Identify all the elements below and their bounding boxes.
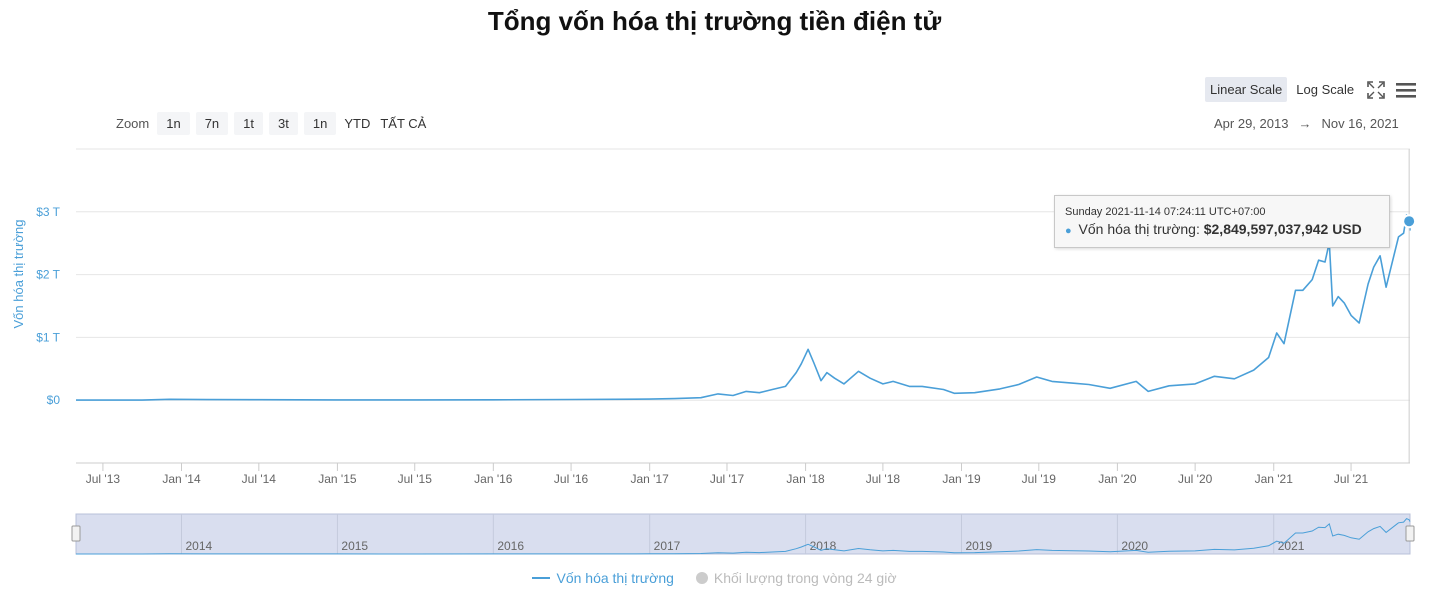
hamburger-menu-icon[interactable]	[1393, 78, 1419, 102]
range-from-input[interactable]: Apr 29, 2013	[1214, 116, 1289, 131]
x-tick-label: Jul '21	[1334, 472, 1369, 486]
x-tick-label: Jul '16	[554, 472, 589, 486]
navigator-tick-label: 2020	[1121, 539, 1148, 553]
y-tick-label: $0	[47, 393, 61, 407]
log-scale-button[interactable]: Log Scale	[1296, 82, 1355, 97]
scale-toolbar: Linear Scale Log Scale	[1205, 77, 1419, 102]
series-line-market-cap	[76, 214, 1411, 401]
tooltip-series-label: Vốn hóa thị trường:	[1078, 221, 1200, 237]
x-tick-label: Jul '20	[1178, 472, 1213, 486]
tooltip-date: Sunday 2021-11-14 07:24:11 UTC+07:00	[1065, 206, 1266, 218]
x-tick-label: Jan '14	[162, 472, 201, 486]
y-axis-label: Vốn hóa thị trường	[11, 219, 26, 328]
highlighted-point	[1402, 214, 1417, 229]
zoom-7-day-button[interactable]: 7n	[195, 112, 229, 135]
zoom-1-year-button[interactable]: 1n	[303, 112, 337, 135]
legend-label-market-cap: Vốn hóa thị trường	[556, 570, 674, 586]
x-tick-label: Jan '18	[786, 472, 825, 486]
x-tick-label: Jul '19	[1022, 472, 1057, 486]
navigator[interactable]: 2014 2015 2016 2017 2018 2019 2020 2021	[71, 513, 1415, 555]
navigator-tick-label: 2016	[497, 539, 524, 553]
linear-scale-button[interactable]: Linear Scale	[1205, 77, 1288, 102]
navigator-tick-label: 2019	[965, 539, 992, 553]
navigator-tick-label: 2015	[341, 539, 368, 553]
y-tick-label: $1 T	[36, 330, 60, 344]
x-tick-label: Jul '18	[866, 472, 901, 486]
legend: Vốn hóa thị trường Khối lượng trong vòng…	[0, 570, 1429, 586]
navigator-tick-label: 2021	[1278, 539, 1305, 553]
legend-item-market-cap[interactable]: Vốn hóa thị trường	[532, 570, 674, 586]
legend-item-volume[interactable]: Khối lượng trong vòng 24 giờ	[695, 570, 897, 586]
zoom-label: Zoom	[116, 116, 150, 131]
series-layer	[76, 149, 1417, 463]
tooltip-value: $2,849,597,037,942 USD	[1203, 221, 1362, 237]
fullscreen-icon[interactable]	[1363, 78, 1389, 102]
y-tick-label: $3 T	[36, 205, 60, 219]
zoom-toolbar: Zoom 1n 7n 1t 3t 1n YTD TẤT CẢ	[116, 112, 428, 135]
zoom-3-month-button[interactable]: 3t	[269, 112, 298, 135]
zoom-all-button[interactable]: TẤT CẢ	[380, 116, 427, 131]
x-tick-label: Jul '13	[86, 472, 121, 486]
navigator-selection	[75, 513, 1411, 555]
navigator-tick-label: 2014	[186, 539, 213, 553]
grid-layer	[76, 148, 1410, 464]
tooltip: Sunday 2021-11-14 07:24:11 UTC+07:00 ● V…	[1054, 195, 1390, 248]
x-tick-label: Jan '17	[631, 472, 670, 486]
date-range: Apr 29, 2013 → Nov 16, 2021	[1214, 116, 1399, 131]
x-tick-label: Jan '15	[318, 472, 357, 486]
zoom-1-month-button[interactable]: 1t	[234, 112, 264, 135]
y-axis-ticks: $0 $1 T $2 T $3 T	[36, 205, 60, 407]
x-tick-label: Jan '20	[1098, 472, 1137, 486]
legend-label-volume: Khối lượng trong vòng 24 giờ	[713, 570, 897, 586]
x-axis-ticks: Jul '13 Jan '14 Jul '14 Jan '15 Jul '15 Jan '…	[86, 463, 1369, 486]
navigator-handle[interactable]	[1405, 525, 1415, 542]
navigator-tick-label: 2017	[654, 539, 681, 553]
navigator-tick-label: 2018	[810, 539, 837, 553]
navigator-series-line	[76, 517, 1411, 555]
x-tick-label: Jul '15	[398, 472, 433, 486]
x-tick-label: Jan '19	[942, 472, 981, 486]
zoom-ytd-button[interactable]: YTD	[344, 116, 371, 131]
range-arrow: →	[1298, 116, 1312, 131]
x-tick-label: Jan '16	[474, 472, 513, 486]
dot-symbol-icon	[695, 572, 708, 584]
range-to-input[interactable]: Nov 16, 2021	[1321, 116, 1399, 131]
zoom-1-day-button[interactable]: 1n	[157, 112, 190, 135]
page-title: Tổng vốn hóa thị trường tiền điện tử	[487, 6, 942, 36]
x-tick-label: Jul '14	[242, 472, 277, 486]
y-tick-label: $2 T	[36, 268, 60, 282]
x-tick-label: Jul '17	[710, 472, 745, 486]
navigator-handle[interactable]	[71, 525, 81, 542]
series-dot-icon: ●	[1065, 225, 1072, 237]
x-tick-label: Jan '21	[1255, 472, 1294, 486]
line-symbol-icon	[532, 577, 551, 579]
